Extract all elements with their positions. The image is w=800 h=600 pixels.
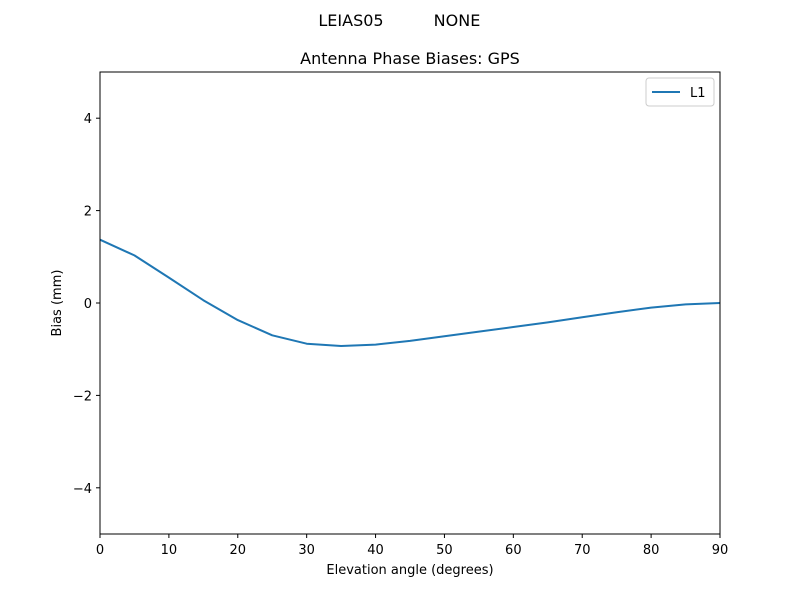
x-tick-label: 20 (230, 543, 247, 558)
legend-label: L1 (690, 86, 706, 101)
suptitle-left: LEIAS05 (318, 11, 383, 30)
y-tick-label: 2 (84, 205, 92, 220)
chart-title: Antenna Phase Biases: GPS (300, 49, 520, 68)
axes-frame (99, 71, 721, 535)
x-tick-label: 90 (712, 543, 729, 558)
y-axis-label: Bias (mm) (50, 270, 65, 337)
x-axis-label: Elevation angle (degrees) (326, 563, 493, 578)
plot-area: 0 10 20 30 40 50 60 70 80 90 −4 −2 0 2 4 L1 (73, 71, 729, 558)
x-tick-label: 0 (96, 543, 104, 558)
x-tick-label: 30 (298, 543, 315, 558)
y-tick-label: 0 (84, 297, 92, 312)
y-tick-label: −2 (73, 389, 92, 404)
x-tick-label: 60 (505, 543, 522, 558)
x-tick-label: 80 (643, 543, 660, 558)
x-tick-label: 10 (161, 543, 178, 558)
y-tick-label: −4 (73, 482, 92, 497)
x-tick-label: 50 (436, 543, 453, 558)
x-tick-label: 70 (574, 543, 591, 558)
y-tick-label: 4 (84, 112, 92, 127)
suptitle-right: NONE (434, 11, 481, 30)
series-line-l1 (99, 238, 721, 347)
x-tick-label: 40 (367, 543, 384, 558)
legend: L1 (645, 77, 715, 107)
